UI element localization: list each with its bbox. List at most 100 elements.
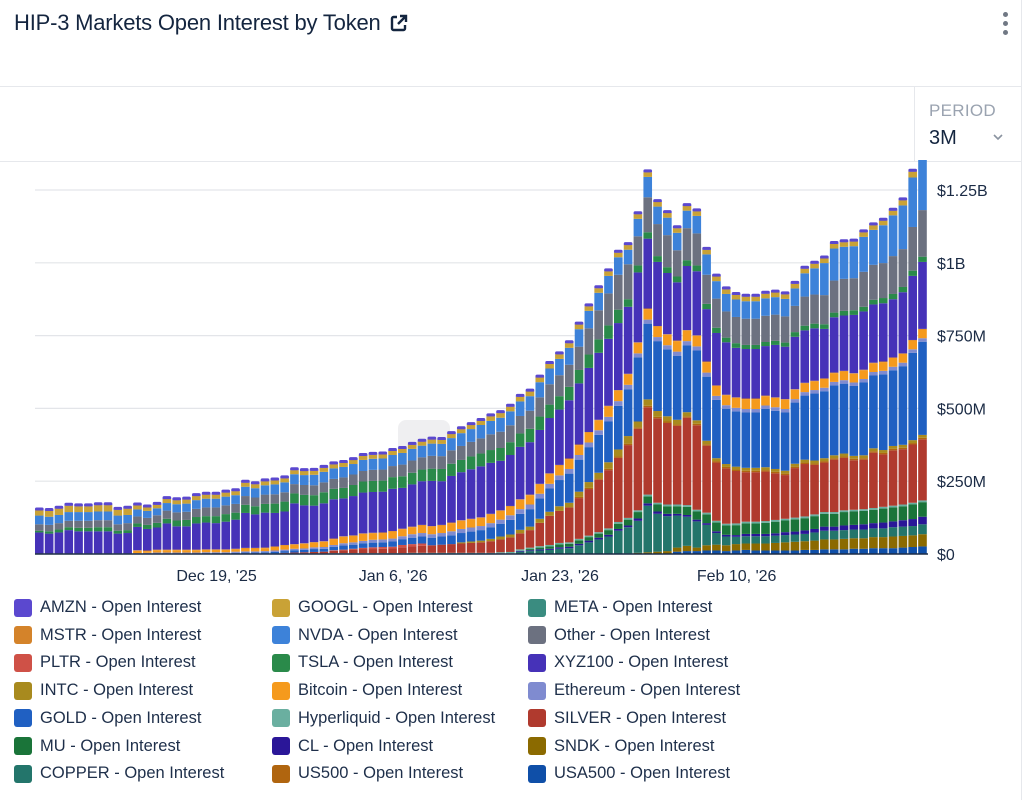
bar-stack[interactable] (859, 229, 868, 554)
bar-stack[interactable] (672, 225, 682, 554)
bar-stack[interactable] (123, 505, 132, 554)
bar-stack[interactable] (643, 169, 653, 554)
bar-stack[interactable] (447, 431, 456, 554)
legend-item[interactable]: NVDA - Open Interest (272, 626, 458, 645)
legend-item[interactable]: Ethereum - Open Interest (528, 681, 740, 700)
legend-item[interactable]: GOLD - Open Interest (14, 709, 201, 728)
bar-stack[interactable] (211, 491, 221, 555)
bar-stack[interactable] (839, 239, 849, 554)
bar-stack[interactable] (888, 207, 898, 554)
bar-stack[interactable] (633, 211, 643, 554)
bar-stack[interactable] (682, 203, 692, 554)
bar-stack[interactable] (761, 290, 770, 554)
bar-stack[interactable] (182, 496, 191, 555)
bar-stack[interactable] (810, 260, 819, 554)
bar-stack[interactable] (388, 448, 397, 554)
bar-stack[interactable] (898, 197, 908, 554)
bar-stack[interactable] (731, 291, 741, 554)
legend-item[interactable]: AMZN - Open Interest (14, 598, 201, 617)
bar-stack[interactable] (663, 210, 672, 554)
bar-stack[interactable] (339, 459, 348, 554)
bar-stack[interactable] (456, 426, 466, 554)
bar-stack[interactable] (427, 436, 437, 554)
bar-stack[interactable] (476, 418, 486, 554)
bar-stack[interactable] (741, 293, 751, 554)
bar-stack[interactable] (260, 478, 270, 554)
bar-stack[interactable] (604, 268, 613, 554)
bar-stack[interactable] (93, 502, 103, 554)
bar-stack[interactable] (594, 285, 603, 554)
legend-item[interactable]: XYZ100 - Open Interest (528, 653, 728, 672)
bar-stack[interactable] (231, 488, 240, 554)
bar-stack[interactable] (417, 438, 427, 554)
legend-item[interactable]: CL - Open Interest (272, 737, 433, 756)
bar-stack[interactable] (64, 502, 74, 554)
bar-stack[interactable] (437, 436, 446, 554)
bar-stack[interactable] (869, 222, 878, 554)
legend-item[interactable]: USA500 - Open Interest (528, 764, 730, 783)
legend-item[interactable]: COPPER - Open Interest (14, 764, 224, 783)
bar-stack[interactable] (555, 351, 564, 554)
bar-stack[interactable] (535, 374, 545, 554)
bar-stack[interactable] (290, 467, 299, 554)
bar-stack[interactable] (103, 502, 113, 554)
bar-stack[interactable] (770, 289, 780, 554)
legend-item[interactable]: INTC - Open Interest (14, 681, 193, 700)
bar-stack[interactable] (172, 497, 181, 555)
legend-item[interactable]: MU - Open Interest (14, 737, 180, 756)
bar-stack[interactable] (584, 303, 594, 554)
legend-item[interactable]: Hyperliquid - Open Interest (272, 709, 495, 728)
bar-stack[interactable] (574, 321, 584, 554)
bar-stack[interactable] (496, 410, 505, 554)
bar-stack[interactable] (192, 493, 201, 555)
bar-stack[interactable] (142, 504, 152, 555)
bar-stack[interactable] (613, 249, 623, 554)
bar-stack[interactable] (378, 451, 388, 554)
bar-stack[interactable] (358, 452, 368, 554)
bar-stack[interactable] (545, 360, 554, 554)
bar-stack[interactable] (829, 240, 839, 554)
legend-item[interactable]: TSLA - Open Interest (272, 653, 453, 672)
bar-stack[interactable] (241, 479, 250, 554)
bar-stack[interactable] (270, 477, 280, 554)
bar-stack[interactable] (878, 217, 888, 554)
bar-stack[interactable] (319, 464, 329, 554)
bar-stack[interactable] (74, 503, 83, 554)
bar-stack[interactable] (515, 393, 525, 554)
legend-item[interactable]: SILVER - Open Interest (528, 709, 726, 728)
bar-stack[interactable] (329, 461, 339, 554)
legend-item[interactable]: Bitcoin - Open Interest (272, 681, 462, 700)
bar-stack[interactable] (113, 506, 123, 554)
legend-item[interactable]: GOOGL - Open Interest (272, 598, 473, 617)
bar-stack[interactable] (299, 468, 309, 554)
legend-item[interactable]: US500 - Open Interest (272, 764, 463, 783)
bar-stack[interactable] (35, 507, 44, 554)
bar-stack[interactable] (44, 508, 54, 554)
bar-stack[interactable] (692, 208, 702, 554)
bar-stack[interactable] (800, 265, 810, 554)
bar-stack[interactable] (221, 489, 231, 555)
bar-stack[interactable] (918, 160, 927, 554)
bar-stack[interactable] (702, 246, 711, 554)
external-link-icon[interactable] (389, 13, 409, 33)
bar-stack[interactable] (407, 441, 417, 554)
legend-item[interactable]: Other - Open Interest (528, 626, 710, 645)
bar-stack[interactable] (398, 446, 407, 554)
bar-stack[interactable] (368, 451, 378, 554)
bar-stack[interactable] (751, 293, 760, 554)
legend-item[interactable]: MSTR - Open Interest (14, 626, 201, 645)
bar-stack[interactable] (162, 496, 172, 555)
bar-stack[interactable] (721, 286, 731, 554)
bar-stack[interactable] (712, 273, 721, 554)
period-select[interactable]: PERIOD 3M (914, 87, 1022, 161)
bar-stack[interactable] (309, 467, 319, 554)
bar-stack[interactable] (525, 388, 535, 554)
bar-stack[interactable] (908, 168, 917, 554)
bar-stack[interactable] (564, 340, 574, 554)
bar-stack[interactable] (849, 238, 859, 554)
bar-stack[interactable] (280, 475, 289, 554)
bar-stack[interactable] (133, 502, 142, 555)
bar-stack[interactable] (790, 280, 800, 554)
legend-item[interactable]: PLTR - Open Interest (14, 653, 196, 672)
bar-stack[interactable] (780, 291, 790, 554)
